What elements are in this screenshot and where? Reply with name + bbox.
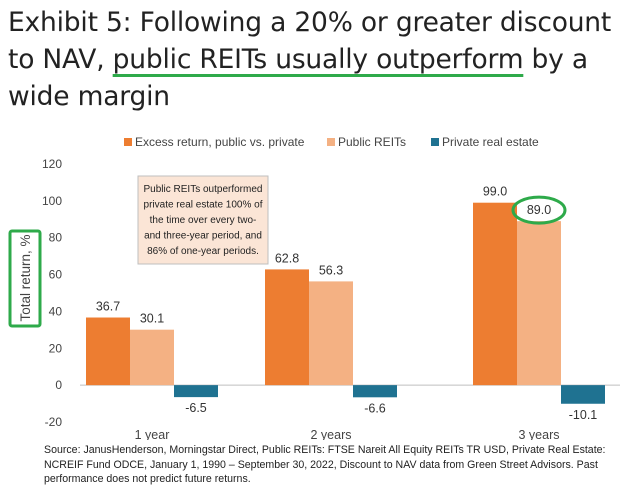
highlight-ellipse xyxy=(511,195,567,225)
y-tick-label: 60 xyxy=(49,268,63,282)
headline-part-2: by a wide margin xyxy=(8,44,588,112)
data-label: 36.7 xyxy=(96,300,120,314)
y-axis-title: Total return, % xyxy=(18,234,33,321)
ylabel-highlight-box xyxy=(8,229,42,328)
data-label: 62.8 xyxy=(275,251,299,265)
x-category-label: 2 years xyxy=(311,428,352,440)
callout-line: private real estate 100% of xyxy=(144,200,263,211)
callout-line: and three-year period, and xyxy=(144,231,262,242)
legend-label: Public REITs xyxy=(338,135,406,149)
y-tick-label: 0 xyxy=(55,378,62,392)
legend-swatch xyxy=(124,138,132,146)
bar-private-real-estate-1 xyxy=(353,385,397,398)
x-category-label: 1 year xyxy=(135,428,170,440)
bar-public-reits-2 xyxy=(517,221,561,386)
callout-line: Public REITs outperformed xyxy=(144,184,263,195)
y-tick-label: 100 xyxy=(42,194,62,208)
bar-chart: -20 0 20 40 60 80 100 120 36.7 62.8 99.0 30.1 56.3 89… xyxy=(8,135,620,440)
legend-label: Private real estate xyxy=(442,135,539,149)
data-label: 30.1 xyxy=(140,312,164,326)
y-tick-label: 20 xyxy=(49,341,63,355)
bar-public-reits-1 xyxy=(309,281,353,386)
headline-highlight: public REITs usually outperform xyxy=(112,44,524,75)
y-tick-label: 120 xyxy=(42,157,62,171)
y-tick-label: -20 xyxy=(45,415,63,429)
data-label: -10.1 xyxy=(569,408,598,422)
bar-private-real-estate-2 xyxy=(561,385,605,404)
bar-excess-return-public-vs-private-1 xyxy=(265,269,309,386)
bar-excess-return-public-vs-private-2 xyxy=(473,202,517,386)
data-label: -6.5 xyxy=(185,401,207,415)
y-tick-label: 80 xyxy=(49,231,63,245)
callout-line: 86% of one-year periods. xyxy=(147,246,259,257)
bar-private-real-estate-0 xyxy=(174,385,218,398)
data-label: 99.0 xyxy=(483,185,507,199)
legend-swatch xyxy=(327,138,335,146)
legend-swatch xyxy=(431,138,439,146)
data-label: 56.3 xyxy=(319,263,343,277)
callout-line: the time over every two- xyxy=(150,215,257,226)
bar-public-reits-0 xyxy=(130,329,174,386)
data-label: 89.0 xyxy=(527,203,551,217)
y-tick-label: 40 xyxy=(49,304,63,318)
legend-label: Excess return, public vs. private xyxy=(135,135,305,149)
source-note: Source: JanusHenderson, Morningstar Dire… xyxy=(44,444,606,485)
x-category-label: 3 years xyxy=(519,428,560,440)
bar-excess-return-public-vs-private-0 xyxy=(86,317,130,386)
headline-part-1: Exhibit 5: Following a 20% or greater di… xyxy=(8,7,612,75)
data-label: -6.6 xyxy=(364,401,386,415)
headline: Exhibit 5: Following a 20% or greater di… xyxy=(8,4,636,115)
callout-box xyxy=(137,175,269,265)
